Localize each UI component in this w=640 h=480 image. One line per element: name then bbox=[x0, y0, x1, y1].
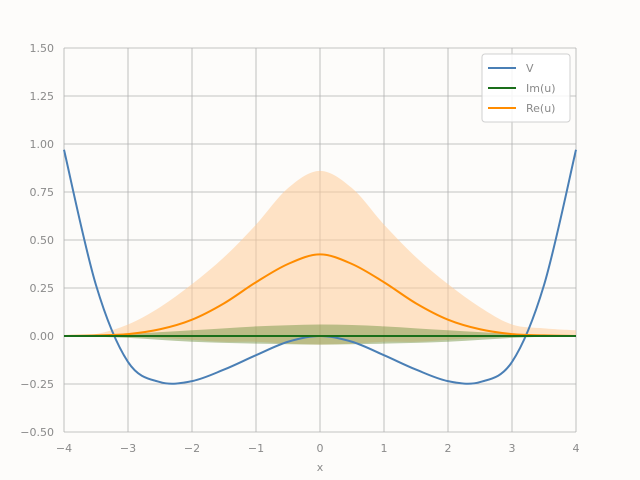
x-tick-label: −4 bbox=[56, 442, 72, 455]
y-tick-label: 0.00 bbox=[30, 330, 55, 343]
legend: V Im(u) Re(u) bbox=[481, 53, 571, 123]
legend-label: V bbox=[526, 62, 534, 75]
y-tick-label: 0.50 bbox=[30, 234, 55, 247]
x-axis-label: x bbox=[317, 461, 324, 474]
x-tick-label: 2 bbox=[445, 442, 452, 455]
legend-label: Re(u) bbox=[526, 102, 555, 115]
y-tick-label: 1.25 bbox=[30, 90, 55, 103]
x-tick-label: 1 bbox=[381, 442, 388, 455]
x-tick-label: −2 bbox=[184, 442, 200, 455]
series-line-re-u bbox=[63, 253, 577, 337]
y-tick-label: −0.50 bbox=[20, 426, 54, 439]
x-tick-label: 4 bbox=[573, 442, 580, 455]
x-tick-label: 0 bbox=[317, 442, 324, 455]
confidence-bands bbox=[64, 170, 576, 345]
x-tick-label: −1 bbox=[248, 442, 264, 455]
series-lines bbox=[63, 149, 577, 385]
y-tick-label: 1.50 bbox=[30, 42, 55, 55]
y-tick-label: 0.75 bbox=[30, 186, 55, 199]
y-tick-label: −0.25 bbox=[20, 378, 54, 391]
x-tick-label: 3 bbox=[509, 442, 516, 455]
y-tick-label: 0.25 bbox=[30, 282, 55, 295]
legend-label: Im(u) bbox=[526, 82, 556, 95]
re-u-band bbox=[64, 170, 576, 345]
im-u-band bbox=[64, 324, 576, 345]
y-tick-label: 1.00 bbox=[30, 138, 55, 151]
tick-labels: −4 −3 −2 −1 0 1 2 3 4 −0.50 −0.25 0.00 0.25 0.50 0.75 1… bbox=[20, 42, 579, 455]
x-tick-label: −3 bbox=[120, 442, 136, 455]
legend-box bbox=[481, 53, 571, 123]
